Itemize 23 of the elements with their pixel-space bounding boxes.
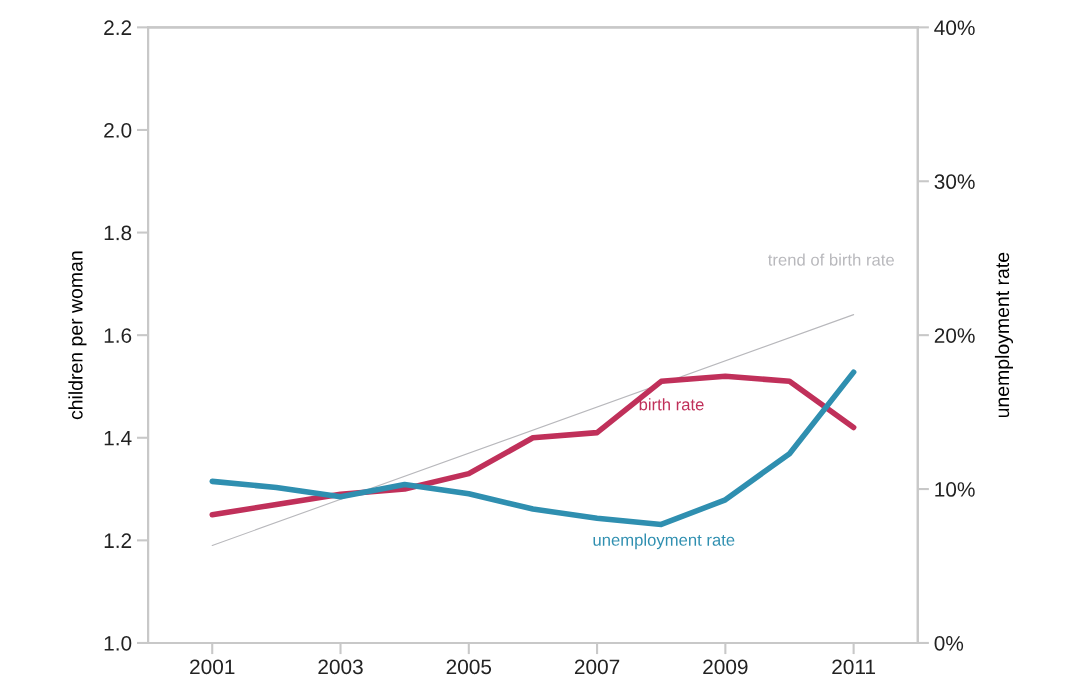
y2-tick-label: 10% bbox=[935, 482, 975, 497]
x-tick-label: 2001 bbox=[190, 659, 235, 675]
y-tick-label: 2.0 bbox=[104, 122, 132, 138]
x-tick-label: 2007 bbox=[574, 659, 620, 675]
y-tick-label: 1.2 bbox=[104, 533, 132, 548]
y-tick-label: 1.0 bbox=[104, 635, 132, 651]
x-tick-label: 2005 bbox=[446, 659, 492, 675]
series-label: unemployment rate bbox=[593, 533, 735, 550]
y-tick-label: 1.4 bbox=[104, 430, 132, 446]
y-tick-label: 2.2 bbox=[104, 20, 132, 35]
y2-tick-label: 30% bbox=[934, 174, 975, 190]
y2-tick-label: 20% bbox=[934, 328, 975, 343]
x-tick-label: 2003 bbox=[318, 659, 363, 675]
y2-tick-label: 0% bbox=[934, 635, 964, 651]
text: trend of birth rate bbox=[768, 253, 894, 266]
y-tick-label: 1.8 bbox=[104, 225, 132, 241]
series-label: birth rate bbox=[639, 398, 704, 411]
y-axis-title: children per woman bbox=[68, 251, 87, 420]
y2-tick-label: 40% bbox=[934, 20, 975, 36]
x-tick-label: 2011 bbox=[832, 659, 876, 675]
y-tick-label: 1.6 bbox=[104, 328, 132, 343]
x-tick-label: 2009 bbox=[703, 659, 748, 675]
y2-axis-title: unemployment rate bbox=[994, 252, 1014, 418]
